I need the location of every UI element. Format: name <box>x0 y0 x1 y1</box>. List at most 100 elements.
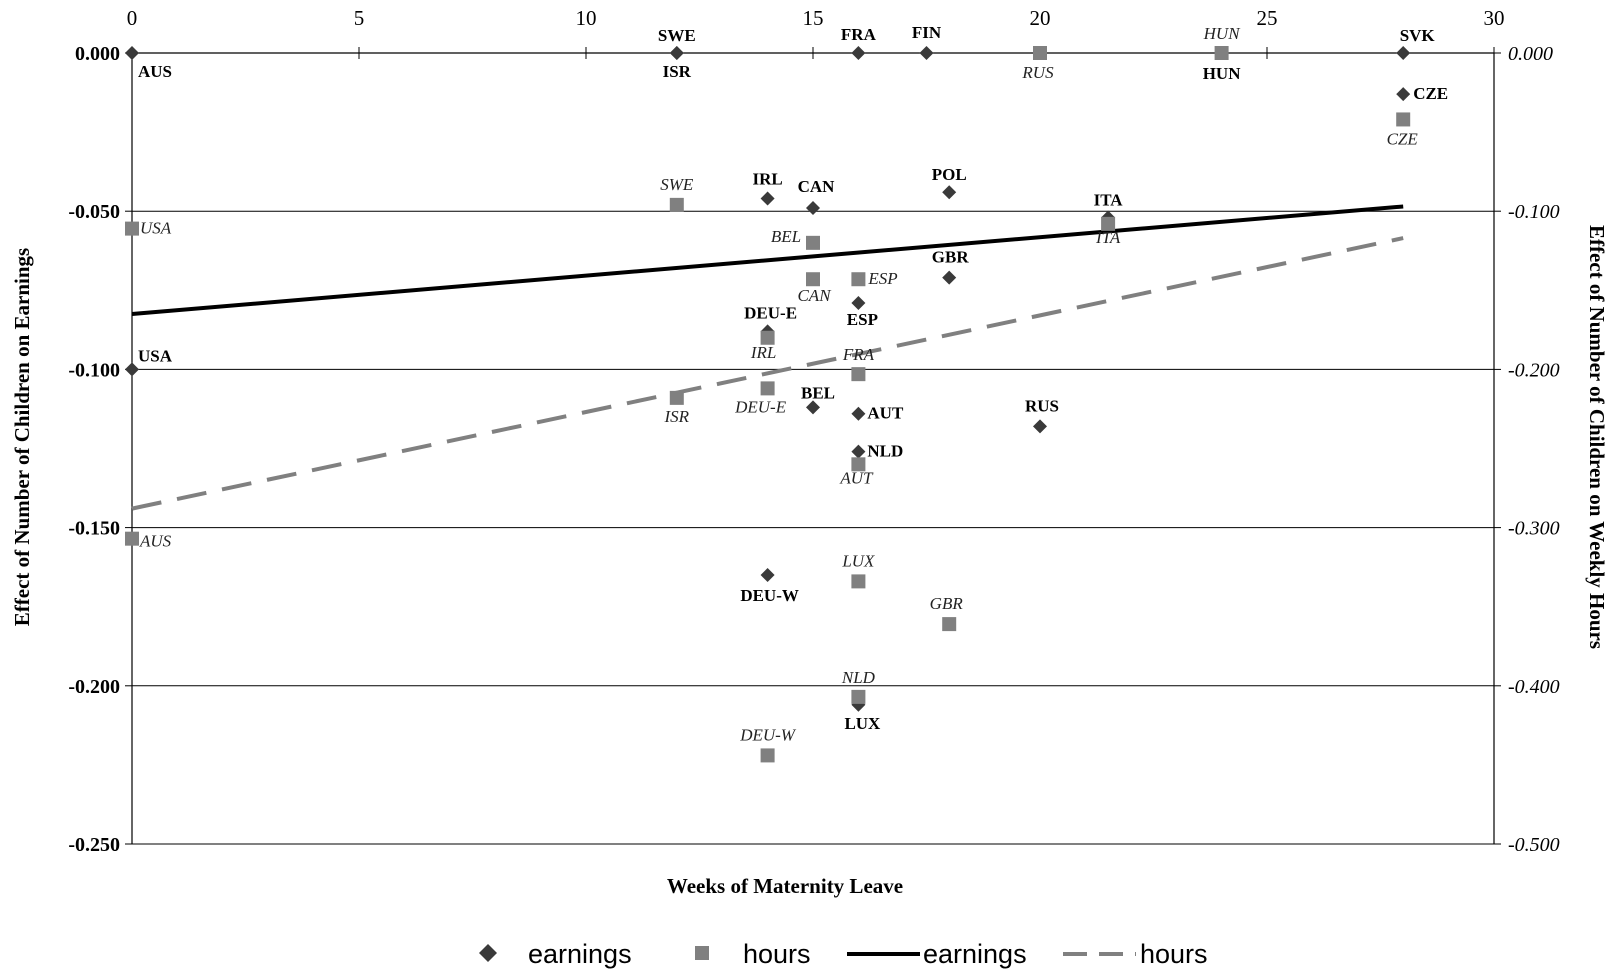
earnings-point-deu-w <box>760 568 775 583</box>
y-left-tick-label: 0.000 <box>75 43 120 65</box>
trendlines <box>131 204 1404 511</box>
hours-label-deu-e: DEU-E <box>734 397 787 416</box>
earnings-label-fin: FIN <box>912 23 942 42</box>
hours-label-deu-w: DEU-W <box>739 725 797 744</box>
earnings-label-deu-e: DEU-E <box>744 303 797 322</box>
earnings-point-cze <box>1396 87 1411 102</box>
hours-label-nld: NLD <box>841 668 876 687</box>
hours-point-aut <box>851 457 866 472</box>
y-left-tick-label: -0.100 <box>68 359 120 381</box>
axis-titles: Weeks of Maternity Leave Effect of Numbe… <box>10 225 1609 898</box>
earnings-point-nld <box>851 444 866 459</box>
hours-point-bel <box>806 235 820 250</box>
hours-label-swe: SWE <box>660 175 694 194</box>
x-tick-label: 5 <box>354 6 365 30</box>
earnings-label-gbr: GBR <box>932 248 970 267</box>
hours-label-usa: USA <box>140 219 172 238</box>
trendline-hours <box>131 236 1404 511</box>
earnings-label-hun: HUN <box>1203 64 1242 83</box>
axes: 0.000 -0.050 -0.100 -0.150 -0.200 -0.250 0.000… <box>68 6 1559 856</box>
earnings-label-irl: IRL <box>752 170 782 189</box>
legend-label-earnings-line: earnings <box>923 939 1027 969</box>
earnings-point-aut <box>851 406 866 421</box>
earnings-label-usa: USA <box>138 346 173 365</box>
earnings-point-usa <box>125 362 139 377</box>
earnings-point-esp <box>851 295 866 310</box>
earnings-point-irl <box>760 191 775 206</box>
earnings-label-deu-w: DEU-W <box>740 586 799 605</box>
y-right-tick-label: -0.200 <box>1508 359 1560 381</box>
hours-label-rus: RUS <box>1021 63 1054 82</box>
earnings-point-fra <box>851 46 866 60</box>
earnings-point-isr <box>669 46 684 60</box>
legend-earnings-diamond <box>479 944 497 962</box>
x-tick-label: 10 <box>576 6 597 30</box>
y-left-tick-label: -0.150 <box>68 518 120 540</box>
hours-point-gbr <box>942 617 957 632</box>
hours-point-isr <box>669 390 684 405</box>
hours-point-cze <box>1396 112 1411 127</box>
hours-label-ita: ITA <box>1095 228 1121 247</box>
earnings-point-gbr <box>942 270 957 285</box>
x-tick-label: 15 <box>803 6 824 30</box>
hours-point-can <box>806 272 820 287</box>
hours-point-hun <box>1214 46 1229 60</box>
legend-label-hours-line: hours <box>1140 939 1208 969</box>
earnings-label-nld: NLD <box>867 442 903 461</box>
y-axis-right-title: Effect of Number of Children on Weekly H… <box>1585 225 1609 649</box>
hours-label-isr: ISR <box>664 407 690 426</box>
x-axis-title: Weeks of Maternity Leave <box>667 874 903 898</box>
hours-point-lux <box>851 574 866 589</box>
hours-label-esp: ESP <box>867 269 897 288</box>
earnings-label-isr: ISR <box>663 62 692 81</box>
earnings-point-bel <box>806 400 820 415</box>
earnings-label-svk: SVK <box>1400 26 1436 45</box>
y-right-tick-label: -0.100 <box>1508 201 1560 223</box>
hours-label-irl: IRL <box>750 343 777 362</box>
earnings-point-can <box>806 201 820 216</box>
hours-label-aus: AUS <box>139 532 172 551</box>
earnings-label-fra: FRA <box>841 25 877 44</box>
point-labels: AUS USA SWE ISR FRA FIN HUN SVK CZE IRL CAN POL ITA G… <box>138 23 1448 744</box>
legend-hours-square <box>695 946 709 960</box>
legend-label-hours: hours <box>743 939 811 969</box>
hours-point-irl <box>760 330 775 345</box>
hours-label-can: CAN <box>797 286 832 305</box>
earnings-label-swe: SWE <box>658 26 696 45</box>
earnings-label-ita: ITA <box>1094 191 1124 210</box>
hours-label-hun: HUN <box>1203 24 1242 43</box>
hours-point-nld <box>851 689 866 704</box>
hours-point-usa <box>125 221 139 236</box>
y-right-tick-label: -0.300 <box>1508 518 1560 540</box>
x-tick-label: 20 <box>1030 6 1051 30</box>
y-right-tick-label: -0.400 <box>1508 676 1560 698</box>
grid-lines <box>132 210 1494 845</box>
earnings-label-can: CAN <box>798 177 836 196</box>
hours-label-bel: BEL <box>771 227 801 246</box>
hours-label-cze: CZE <box>1387 129 1419 148</box>
earnings-point-pol <box>942 185 957 200</box>
y-axis-left-title: Effect of Number of Children on Earnings <box>10 248 34 626</box>
trendline-earnings <box>131 204 1404 317</box>
earnings-label-rus: RUS <box>1025 396 1059 415</box>
x-tick-label: 0 <box>127 6 138 30</box>
hours-label-aut: AUT <box>839 468 874 487</box>
earnings-label-lux: LUX <box>844 714 881 733</box>
hours-point-fra <box>851 367 866 382</box>
earnings-label-cze: CZE <box>1413 84 1448 103</box>
y-left-tick-label: -0.050 <box>68 201 120 223</box>
earnings-label-aus: AUS <box>138 62 172 81</box>
earnings-label-esp: ESP <box>847 310 878 329</box>
legend: earnings hours earnings hours <box>479 939 1208 969</box>
hours-point-deu-e <box>760 381 775 396</box>
earnings-label-pol: POL <box>932 165 967 184</box>
earnings-point-fin <box>919 46 934 60</box>
earnings-point-svk <box>1396 46 1411 60</box>
y-left-tick-label: -0.250 <box>68 834 120 856</box>
hours-label-gbr: GBR <box>930 594 964 613</box>
y-left-tick-label: -0.200 <box>68 676 120 698</box>
hours-point-swe <box>669 197 684 212</box>
y-right-tick-label: -0.500 <box>1508 834 1560 856</box>
hours-point-rus <box>1033 46 1047 60</box>
